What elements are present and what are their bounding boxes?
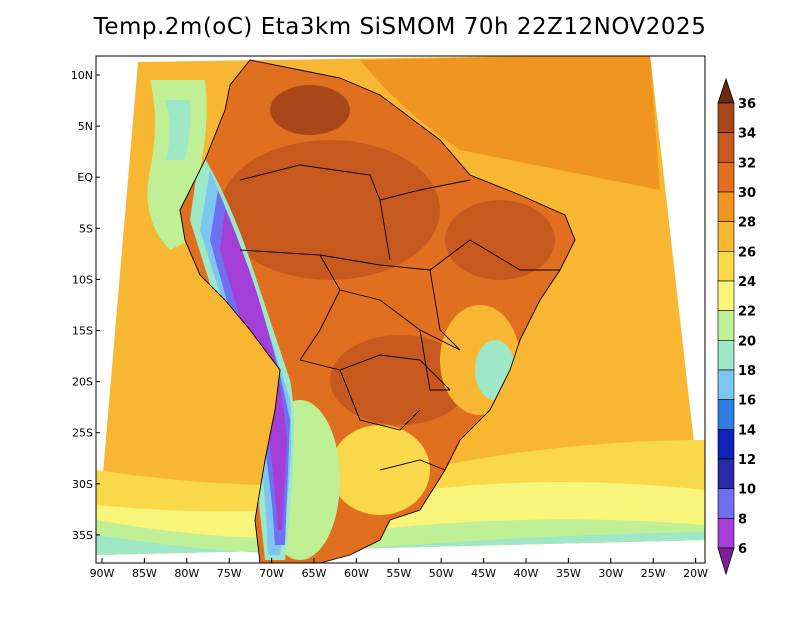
- colorbar-label: 30: [738, 186, 756, 201]
- colorbar-label: 16: [738, 394, 756, 409]
- colorbar-label: 8: [738, 512, 747, 527]
- colorbar-segment: [717, 518, 735, 549]
- lon-tick-label: 45W: [471, 567, 496, 580]
- lon-tick-label: 50W: [429, 567, 454, 580]
- map-panel: [96, 56, 705, 563]
- lat-tick-label: 5S: [79, 222, 93, 235]
- lon-tick-label: 40W: [514, 567, 539, 580]
- colorbar-label: 20: [738, 334, 756, 349]
- lat-tick-label: 20S: [72, 376, 93, 389]
- colorbar-segment: [717, 191, 735, 222]
- colorbar-segment: [717, 340, 735, 371]
- map-frame: [95, 55, 706, 564]
- colorbar-label: 26: [738, 245, 756, 260]
- colorbar-label: 6: [738, 542, 747, 557]
- colorbar-label: 34: [738, 127, 756, 142]
- lon-tick-label: 60W: [344, 567, 369, 580]
- colorbar-segment: [717, 102, 735, 133]
- lat-tick-label: 10S: [72, 273, 93, 286]
- colorbar-label: 32: [738, 156, 756, 171]
- colorbar-min-arrow: [717, 547, 735, 576]
- lat-tick-label: 25S: [72, 427, 93, 440]
- lat-tick-label: 10N: [71, 69, 93, 82]
- plot-title: Temp.2m(oC) Eta3km SiSMOM 70h 22Z12NOV20…: [93, 14, 707, 40]
- colorbar-segment: [717, 280, 735, 311]
- lon-tick-label: 35W: [556, 567, 581, 580]
- colorbar-segment: [717, 251, 735, 282]
- colorbar: 36 34 32 30 28 26 24 22 20 18 16 14 12 10 8 6: [717, 77, 756, 576]
- colorbar-segment: [717, 310, 735, 341]
- lon-tick-label: 80W: [174, 567, 199, 580]
- lon-tick-label: 55W: [386, 567, 411, 580]
- colorbar-label: 18: [738, 364, 756, 379]
- lat-tick-label: 15S: [72, 325, 93, 338]
- political-borders: [179, 59, 576, 563]
- lon-tick-label: 20W: [683, 567, 708, 580]
- lat-tick-label: 5N: [78, 120, 93, 133]
- colorbar-label: 24: [738, 275, 756, 290]
- lon-tick-label: 25W: [641, 567, 666, 580]
- colorbar-segment: [717, 429, 735, 460]
- colorbar-label: 10: [738, 483, 756, 498]
- colorbar-segment: [717, 488, 735, 519]
- longitude-axis: 90W 85W 80W 75W 70W 65W 60W 55W 50W 45W 40W 35W 30W 2…: [90, 558, 708, 580]
- lon-tick-label: 75W: [217, 567, 242, 580]
- colorbar-max-arrow: [717, 77, 735, 104]
- lon-tick-label: 65W: [302, 567, 327, 580]
- colorbar-segment: [717, 369, 735, 400]
- lat-tick-label: EQ: [77, 171, 93, 184]
- lat-tick-label: 35S: [72, 529, 93, 542]
- colorbar-segment: [717, 399, 735, 430]
- colorbar-segment: [717, 221, 735, 252]
- colorbar-label: 14: [738, 423, 756, 438]
- colorbar-label: 12: [738, 453, 756, 468]
- colorbar-label: 36: [738, 97, 756, 112]
- cool-pacific-band: [147, 80, 207, 250]
- lat-tick-label: 30S: [72, 478, 93, 491]
- colorbar-segment: [717, 132, 735, 163]
- lon-tick-label: 70W: [259, 567, 284, 580]
- colorbar-segment: [717, 458, 735, 489]
- lon-tick-label: 30W: [598, 567, 623, 580]
- colorbar-label: 22: [738, 305, 756, 320]
- lon-tick-label: 90W: [90, 567, 115, 580]
- latitude-axis: 10N 5N EQ 5S 10S 15S 20S 25S 30S 35S: [71, 69, 100, 542]
- colorbar-label: 28: [738, 216, 756, 231]
- lon-tick-label: 85W: [132, 567, 157, 580]
- colorbar-segment: [717, 162, 735, 193]
